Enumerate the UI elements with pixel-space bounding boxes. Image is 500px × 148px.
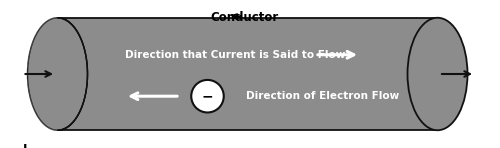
Text: −: − [202,89,213,103]
Text: Direction of Electron Flow: Direction of Electron Flow [246,91,399,101]
Ellipse shape [191,80,224,112]
Text: −: − [462,141,478,148]
Text: +: + [17,141,33,148]
Bar [58,18,438,130]
Ellipse shape [408,18,468,130]
Text: Conductor: Conductor [210,11,278,24]
Ellipse shape [28,18,88,130]
Text: Direction that Current is Said to Flow: Direction that Current is Said to Flow [125,50,345,60]
